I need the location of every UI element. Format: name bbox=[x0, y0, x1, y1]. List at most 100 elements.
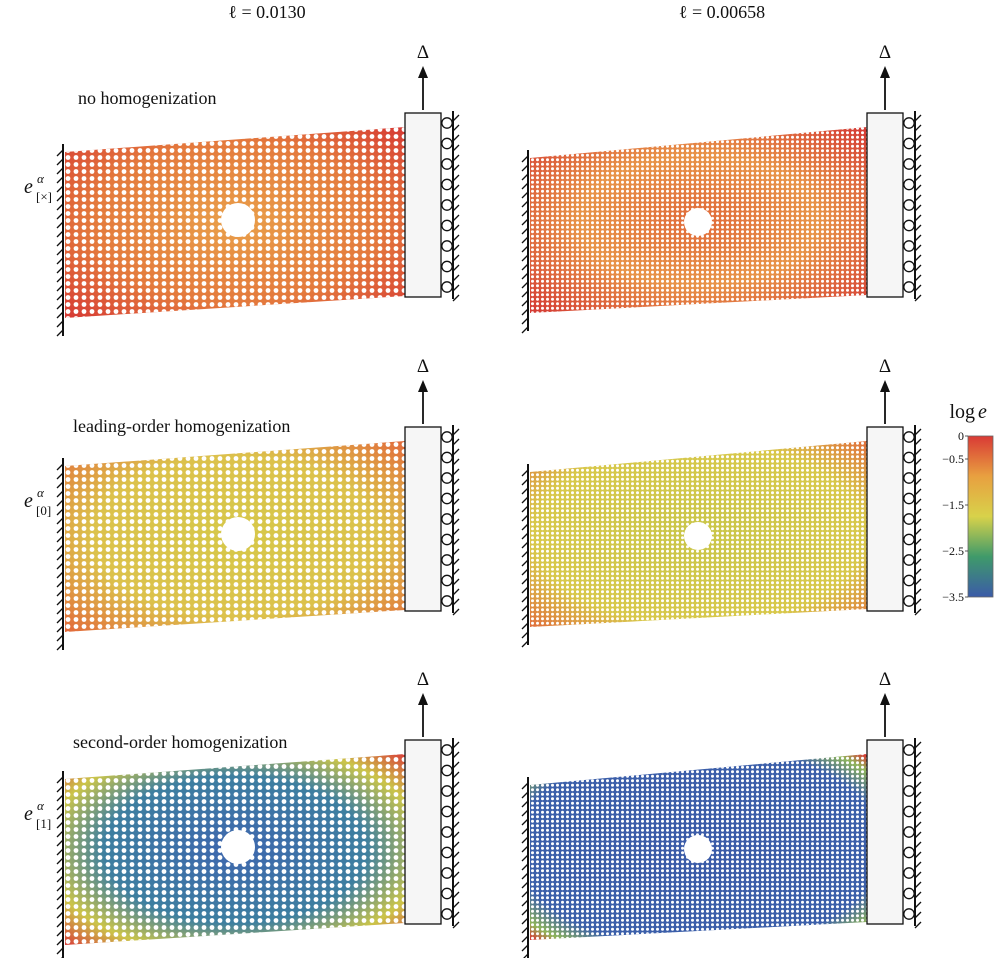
wall-hatch bbox=[521, 908, 529, 916]
wall-hatch bbox=[914, 588, 922, 596]
wall-hatch bbox=[914, 284, 922, 292]
roller bbox=[441, 472, 453, 484]
wall-hatch bbox=[452, 468, 460, 476]
roller bbox=[903, 846, 915, 859]
wall-hatch bbox=[914, 528, 922, 536]
roller bbox=[441, 117, 453, 129]
roller bbox=[441, 260, 453, 273]
wall-hatch bbox=[452, 791, 460, 799]
roller bbox=[903, 908, 915, 920]
wall-hatch bbox=[521, 818, 529, 826]
wall-hatch bbox=[914, 751, 922, 759]
wall-hatch bbox=[452, 264, 460, 272]
load-label: Δ bbox=[879, 356, 891, 377]
wall-hatch bbox=[914, 791, 922, 799]
wall-hatch bbox=[56, 589, 64, 597]
wall-hatch bbox=[452, 214, 460, 222]
wall-hatch bbox=[914, 184, 922, 192]
wall-hatch bbox=[452, 498, 460, 506]
roller bbox=[441, 826, 453, 838]
wall-hatch bbox=[521, 299, 529, 307]
column-header: ℓ = 0.00658 bbox=[679, 2, 765, 22]
colorbar-title-function: log bbox=[949, 401, 975, 423]
row-label-subscript: [×] bbox=[36, 189, 52, 204]
wall-hatch bbox=[914, 891, 922, 899]
lattice-hole bbox=[684, 208, 712, 236]
wall-hatch bbox=[521, 254, 529, 262]
wall-hatch bbox=[452, 204, 460, 212]
roller bbox=[441, 513, 453, 525]
load-label: Δ bbox=[417, 42, 429, 63]
wall-hatch bbox=[452, 134, 460, 142]
wall-hatch bbox=[914, 154, 922, 162]
wall-hatch bbox=[914, 114, 922, 122]
wall-hatch bbox=[56, 616, 64, 624]
wall-hatch bbox=[521, 935, 529, 943]
wall-hatch bbox=[56, 212, 64, 220]
wall-hatch bbox=[521, 272, 529, 280]
roller bbox=[441, 867, 453, 879]
wall-hatch bbox=[521, 586, 529, 594]
wall-hatch bbox=[56, 517, 64, 525]
wall-hatch bbox=[56, 938, 64, 946]
wall-hatch bbox=[914, 438, 922, 446]
roller bbox=[441, 492, 453, 505]
wall-hatch bbox=[521, 881, 529, 889]
wall-hatch bbox=[521, 800, 529, 808]
roller bbox=[903, 199, 915, 211]
wall-hatch bbox=[452, 284, 460, 292]
wall-hatch bbox=[521, 559, 529, 567]
roller bbox=[903, 219, 915, 232]
wall-hatch bbox=[56, 266, 64, 274]
wall-hatch bbox=[452, 254, 460, 262]
wall-hatch bbox=[521, 782, 529, 790]
roller bbox=[441, 178, 453, 191]
wall-hatch bbox=[914, 508, 922, 516]
wall-hatch bbox=[521, 899, 529, 907]
row-label-subscript: [0] bbox=[36, 503, 51, 518]
wall-hatch bbox=[452, 528, 460, 536]
wall-hatch bbox=[56, 275, 64, 283]
wall-hatch bbox=[521, 478, 529, 486]
wall-hatch bbox=[56, 158, 64, 166]
load-arrowhead bbox=[880, 380, 890, 392]
rigid-block bbox=[866, 426, 904, 612]
row-label-superscript: α bbox=[37, 485, 45, 500]
wall-hatch bbox=[914, 568, 922, 576]
wall-hatch bbox=[452, 154, 460, 162]
wall-hatch bbox=[521, 308, 529, 316]
roller bbox=[903, 805, 915, 818]
roller bbox=[903, 492, 915, 505]
colorbar-tick-label: −1.5 bbox=[942, 498, 964, 512]
colorbar-tick-label: −3.5 bbox=[942, 590, 964, 604]
roller bbox=[903, 281, 915, 293]
load-label: Δ bbox=[879, 669, 891, 690]
roller bbox=[903, 513, 915, 525]
wall-hatch bbox=[56, 803, 64, 811]
wall-hatch bbox=[521, 532, 529, 540]
rigid-block bbox=[404, 426, 442, 612]
wall-hatch bbox=[521, 263, 529, 271]
wall-hatch bbox=[452, 294, 460, 302]
wall-hatch bbox=[914, 861, 922, 869]
wall-hatch bbox=[56, 544, 64, 552]
wall-hatch bbox=[914, 548, 922, 556]
wall-hatch bbox=[452, 871, 460, 879]
wall-hatch bbox=[521, 944, 529, 952]
wall-hatch bbox=[521, 809, 529, 817]
wall-hatch bbox=[914, 254, 922, 262]
wall-hatch bbox=[56, 176, 64, 184]
roller bbox=[903, 867, 915, 879]
wall-hatch bbox=[914, 448, 922, 456]
wall-hatch bbox=[521, 326, 529, 334]
roller bbox=[903, 178, 915, 191]
wall-hatch bbox=[56, 257, 64, 265]
column-header: ℓ = 0.0130 bbox=[228, 2, 305, 22]
wall-hatch bbox=[56, 848, 64, 856]
wall-hatch bbox=[56, 553, 64, 561]
wall-hatch bbox=[452, 901, 460, 909]
wall-hatch bbox=[56, 167, 64, 175]
wall-hatch bbox=[914, 881, 922, 889]
rigid-block bbox=[866, 112, 904, 298]
